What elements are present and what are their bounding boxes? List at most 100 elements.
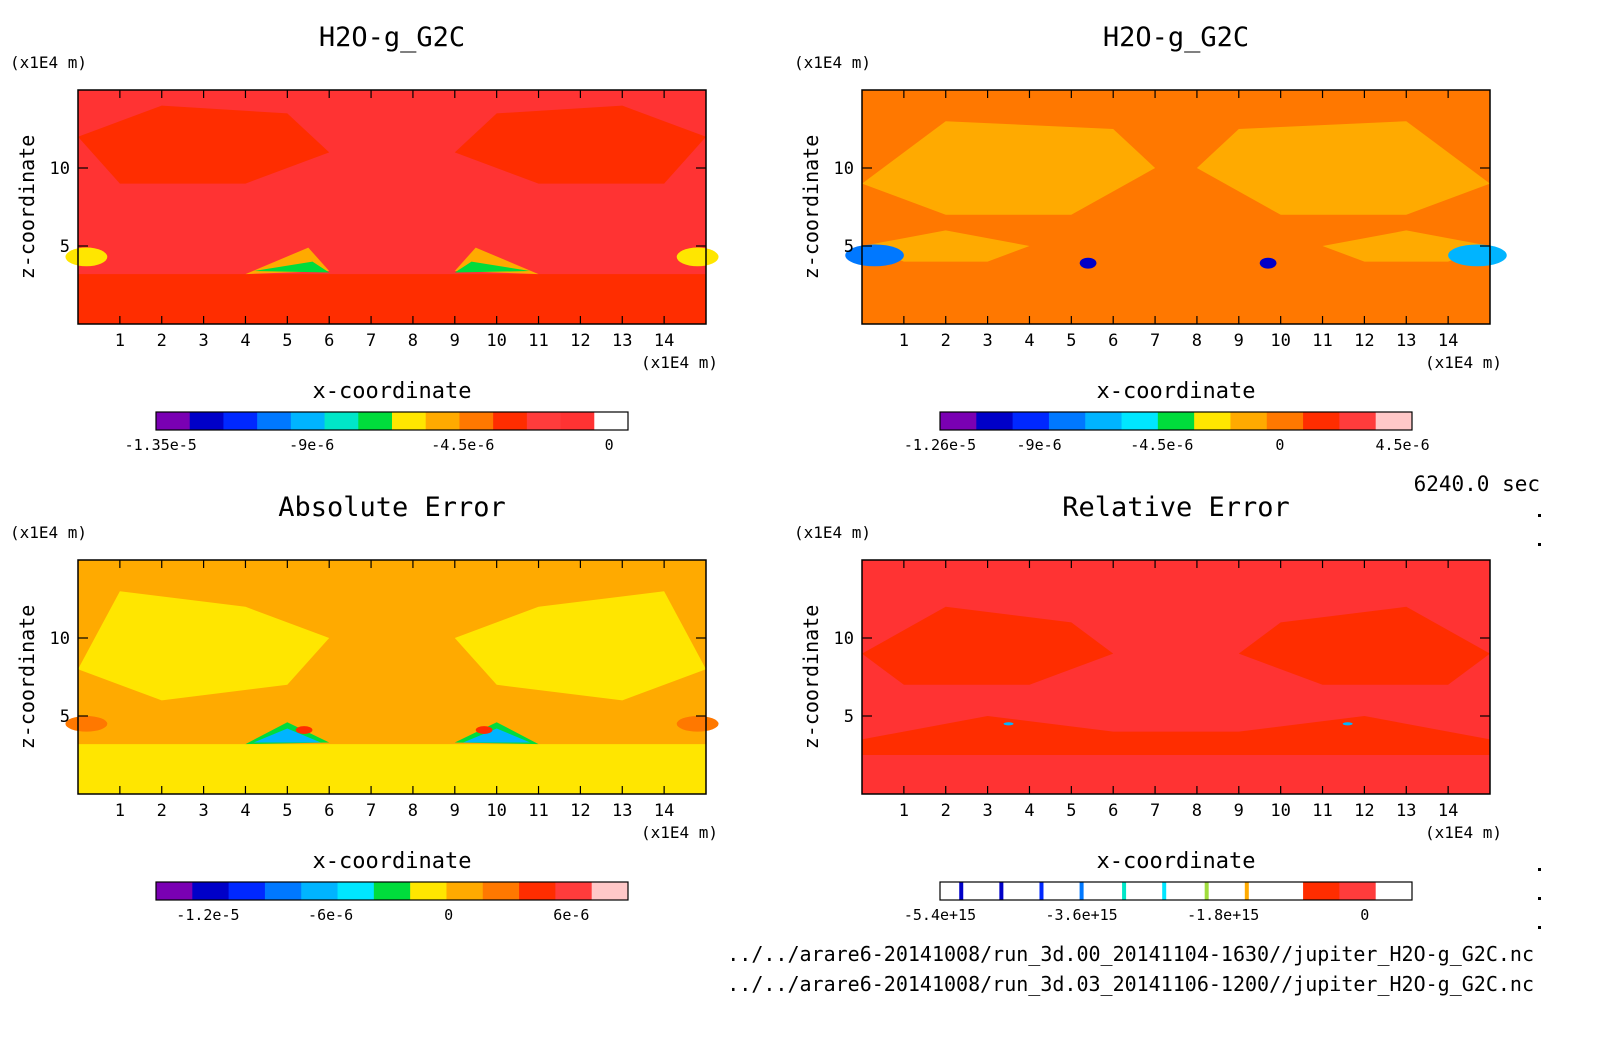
x-tick-label: 11	[528, 801, 548, 821]
y-axis-label: z-coordinate	[799, 605, 823, 750]
x-tick-label: 7	[1150, 801, 1160, 821]
colorbar-stripe	[959, 882, 964, 900]
x-tick-label: 8	[1192, 801, 1202, 821]
x-tick-label: 10	[1270, 801, 1290, 821]
colorbar-label: -4.5e-6	[1130, 436, 1193, 454]
x-tick-label: 4	[240, 801, 250, 821]
colorbar-label: 0	[444, 906, 453, 924]
colorbar-segment	[1266, 412, 1304, 430]
y-tick-label: 10	[50, 629, 70, 649]
colorbar-segment	[594, 412, 629, 430]
contour-patch	[78, 591, 330, 701]
colorbar-segment	[976, 412, 1014, 430]
colorbar-segment	[1012, 412, 1050, 430]
x-tick-label: 9	[450, 801, 460, 821]
x-tick-label: 4	[240, 331, 250, 351]
contour-patch	[454, 591, 706, 701]
y-tick-label: 10	[834, 629, 854, 649]
colorbar-segment	[1121, 882, 1159, 900]
y-tick-label: 5	[844, 707, 854, 727]
colorbar-segment	[373, 882, 411, 900]
x-tick-label: 4	[1024, 331, 1034, 351]
x-tick-label: 2	[157, 331, 167, 351]
colorbar-segment	[526, 412, 562, 430]
x-unit-label: (x1E4 m)	[641, 823, 718, 842]
x-tick-label: 7	[366, 331, 376, 351]
colorbar-segment	[1194, 882, 1231, 900]
colorbar-segment	[156, 412, 191, 430]
colorbar-segment	[228, 882, 266, 900]
x-tick-label: 14	[654, 331, 674, 351]
x-tick-label: 8	[1192, 331, 1202, 351]
colorbar-segment	[1339, 882, 1377, 900]
x-tick-label: 5	[282, 331, 292, 351]
colorbar-segment	[1157, 412, 1195, 430]
colorbar-label: -9e-6	[1017, 436, 1062, 454]
y-axis-label: z-coordinate	[15, 605, 39, 750]
x-tick-label: 13	[1396, 331, 1416, 351]
y-tick-label: 10	[834, 159, 854, 179]
colorbar-segment	[1012, 882, 1050, 900]
colorbar-segment	[519, 882, 556, 900]
x-unit-label: (x1E4 m)	[1425, 353, 1502, 372]
x-tick-label: 6	[1108, 331, 1118, 351]
contour-patch	[676, 247, 719, 267]
colorbar-label: -1.8e+15	[1187, 906, 1259, 924]
colorbar-segment	[1230, 412, 1268, 430]
x-tick-label: 9	[450, 331, 460, 351]
colorbar-segment	[358, 412, 393, 430]
chart-title: Relative Error	[1062, 492, 1290, 523]
x-axis-label: x-coordinate	[313, 379, 472, 404]
x-tick-label: 6	[324, 801, 334, 821]
colorbar-segment	[459, 412, 494, 430]
y-tick-label: 5	[60, 237, 70, 257]
colorbar-label: -3.6e+15	[1045, 906, 1117, 924]
colorbar-segment	[1048, 882, 1086, 900]
colorbar-segment	[290, 412, 326, 430]
colorbar-stripe	[1079, 882, 1084, 900]
contour-patch	[862, 230, 1030, 262]
contour-patch	[78, 744, 706, 794]
x-tick-label: 5	[1066, 331, 1076, 351]
plot-frame	[77, 89, 707, 325]
x-axis-label: x-coordinate	[1097, 379, 1256, 404]
contour-patch	[295, 726, 313, 734]
colorbar-segment	[425, 412, 460, 430]
colorbar-segment	[1303, 412, 1340, 430]
x-tick-label: 11	[1312, 801, 1332, 821]
colorbar-segment	[257, 412, 292, 430]
colorbar-segment	[560, 412, 595, 430]
contour-patch	[862, 121, 1156, 215]
colorbar-segment	[482, 882, 520, 900]
colorbar-label: 0	[605, 436, 614, 454]
contour-patch	[78, 274, 706, 324]
x-tick-label: 11	[1312, 331, 1332, 351]
contour-patch	[676, 716, 719, 732]
x-tick-label: 13	[612, 331, 632, 351]
x-tick-label: 14	[1438, 331, 1458, 351]
panel-top-left: H2O-g_G2C(x1E4 m)1 2 3 4 5 6 7 8 9 10 11 12 13 14510(…	[10, 22, 719, 454]
x-tick-label: 14	[1438, 801, 1458, 821]
colorbar-stripe	[999, 882, 1004, 900]
x-tick-label: 1	[115, 331, 125, 351]
contour-patch	[78, 105, 330, 184]
panel-bottom-right: Relative Error(x1E4 m)1 2 3 4 5 6 7 8 9 10 11 12 13 1…	[794, 492, 1502, 924]
colorbar-segment	[1339, 412, 1377, 430]
x-tick-label: 3	[982, 331, 992, 351]
colorbar-label: -6e-6	[308, 906, 353, 924]
colorbar-label: -5.4e+15	[904, 906, 976, 924]
colorbar-segment	[1230, 882, 1268, 900]
x-tick-label: 1	[899, 331, 909, 351]
x-axis-label: x-coordinate	[313, 849, 472, 874]
colorbar-label: -4.5e-6	[431, 436, 494, 454]
colorbar-segment	[192, 882, 230, 900]
colorbar-frame	[155, 881, 629, 901]
colorbar-segment	[976, 882, 1014, 900]
colorbar-label: 4.5e-6	[1375, 436, 1429, 454]
x-tick-label: 1	[899, 801, 909, 821]
y-tick-label: 5	[844, 237, 854, 257]
colorbar-stripe	[1244, 882, 1249, 900]
x-tick-label: 10	[1270, 331, 1290, 351]
contour-patch	[1322, 230, 1490, 262]
